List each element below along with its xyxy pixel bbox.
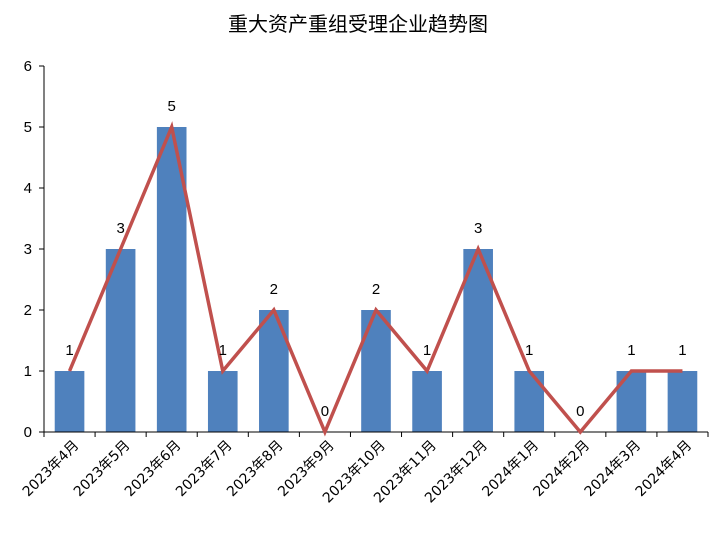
trend-line	[67, 121, 683, 437]
bar	[54, 371, 85, 432]
bar	[361, 310, 391, 432]
y-tick-label: 6	[24, 58, 32, 75]
data-label: 2	[270, 281, 278, 298]
bar	[105, 249, 136, 432]
y-tick-label: 0	[24, 424, 32, 441]
y-tick-label: 2	[24, 302, 32, 319]
y-tick-label: 3	[24, 241, 32, 258]
chart-title: 重大资产重组受理企业趋势图	[228, 12, 488, 36]
y-tick-label: 1	[24, 363, 32, 380]
data-label: 1	[627, 342, 635, 359]
bar	[667, 371, 698, 432]
data-label: 1	[65, 342, 73, 359]
bar	[463, 249, 493, 432]
data-label: 5	[168, 98, 176, 115]
y-tick-label: 4	[24, 180, 32, 197]
data-label: 2	[372, 281, 380, 298]
data-label: 0	[576, 403, 584, 420]
data-label: 1	[525, 342, 533, 359]
data-label: 1	[423, 342, 431, 359]
data-label: 3	[474, 220, 482, 237]
y-tick-label: 5	[24, 119, 32, 136]
data-label: 1	[219, 342, 227, 359]
bar	[259, 310, 289, 432]
bar	[514, 371, 545, 432]
data-label: 0	[321, 403, 329, 420]
bar	[412, 371, 442, 432]
data-label: 1	[678, 342, 686, 359]
bar	[207, 371, 238, 432]
bar	[616, 371, 647, 432]
data-label: 3	[116, 220, 124, 237]
